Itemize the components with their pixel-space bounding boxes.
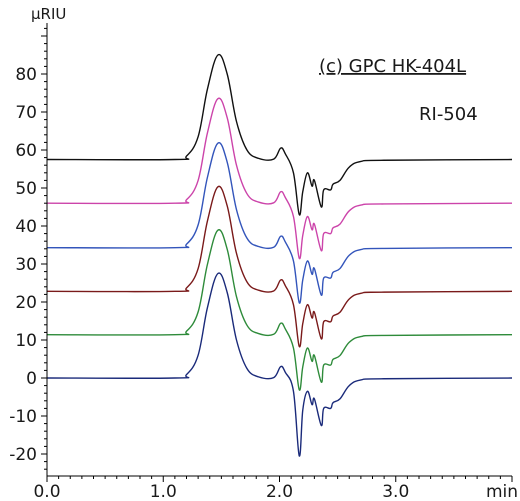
series-line-6 xyxy=(46,272,513,457)
x-tick-label: 3.0 xyxy=(382,482,409,501)
y-tick-label: 50 xyxy=(15,179,37,199)
y-tick-label: 0 xyxy=(26,369,37,389)
series-line-4 xyxy=(46,185,513,348)
series-line-5 xyxy=(46,229,513,391)
plot-area xyxy=(46,53,513,457)
series-line-2 xyxy=(46,97,513,260)
y-tick-label: 40 xyxy=(15,217,37,237)
chart-annotation-detector: RI-504 xyxy=(419,104,478,125)
series-line-1 xyxy=(46,53,513,216)
y-tick-label: 70 xyxy=(15,103,37,123)
x-tick-label: 1.0 xyxy=(150,482,177,501)
y-tick-label: -10 xyxy=(9,407,37,427)
x-tick-label: 0.0 xyxy=(33,482,60,501)
y-axis-unit-label: µRIU xyxy=(31,5,66,23)
axes: -20 -10 0 10 20 30 40 50 60 70 80 0.0 1.0 2.0 3.0 xyxy=(9,23,513,501)
y-tick-label: 80 xyxy=(15,65,37,85)
chart-annotation-column: (c) GPC HK-404L xyxy=(319,56,466,77)
y-tick-label: -20 xyxy=(9,445,37,465)
x-axis-unit-label: min xyxy=(486,482,518,501)
y-tick-label: 10 xyxy=(15,331,37,351)
series-line-3 xyxy=(46,141,513,304)
y-tick-label: 60 xyxy=(15,141,37,161)
y-tick-label: 20 xyxy=(15,293,37,313)
x-tick-label: 2.0 xyxy=(266,482,293,501)
y-tick-label: 30 xyxy=(15,255,37,275)
